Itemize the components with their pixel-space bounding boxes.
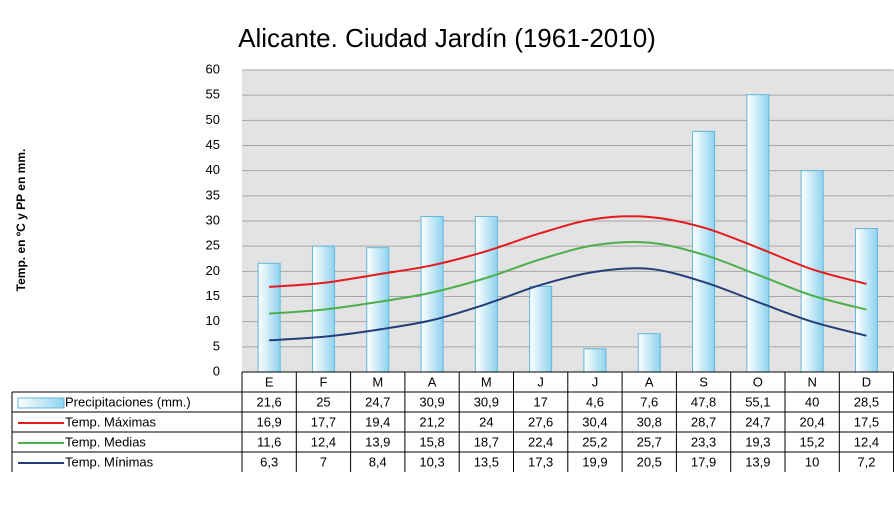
bar <box>854 228 878 373</box>
y-tick-label: 50 <box>206 112 220 127</box>
bar <box>583 348 607 373</box>
table-value: 7,2 <box>857 454 875 469</box>
table-value: 23,3 <box>691 434 716 449</box>
y-axis-label: Temp. en ºC y PP en mm. <box>14 149 28 292</box>
chart-title: Alicante. Ciudad Jardín (1961-2010) <box>238 23 656 53</box>
line-series <box>269 215 867 288</box>
table-value: 25,2 <box>582 434 607 449</box>
table-value: 17,7 <box>311 414 336 429</box>
table-value: 12,4 <box>311 434 336 449</box>
table-value: 47,8 <box>691 394 716 409</box>
table-value: 8,4 <box>369 454 387 469</box>
x-tick-label: M <box>481 374 492 389</box>
table-value: 19,9 <box>582 454 607 469</box>
x-tick-label: A <box>428 374 437 389</box>
table-value: 13,9 <box>745 454 770 469</box>
line-series <box>269 267 867 342</box>
table-value: 30,4 <box>582 414 607 429</box>
y-tick-label: 20 <box>206 263 220 278</box>
x-tick-label: N <box>807 374 816 389</box>
table-value: 17,5 <box>854 414 879 429</box>
table-value: 10 <box>805 454 819 469</box>
table-value: 11,6 <box>257 434 281 449</box>
table-value: 40 <box>805 394 819 409</box>
x-tick-label: D <box>862 374 871 389</box>
table-value: 24 <box>479 414 493 429</box>
bar <box>366 247 390 373</box>
bar <box>637 333 661 373</box>
table-value: 20,4 <box>799 414 824 429</box>
table-value: 7 <box>320 454 327 469</box>
table-value: 15,8 <box>419 434 444 449</box>
table-value: 17,9 <box>691 454 716 469</box>
legend-label: Temp. Mínimas <box>65 454 154 469</box>
table-value: 17 <box>533 394 547 409</box>
x-tick-label: J <box>592 374 599 389</box>
y-tick-label: 60 <box>206 61 220 76</box>
y-tick-label: 30 <box>206 212 220 227</box>
table-value: 7,6 <box>640 394 658 409</box>
table-value: 28,5 <box>854 394 879 409</box>
table-value: 21,2 <box>419 414 444 429</box>
x-tick-label: A <box>645 374 654 389</box>
line-series <box>269 240 867 315</box>
table-value: 28,7 <box>691 414 716 429</box>
bar <box>257 262 281 373</box>
y-tick-label: 45 <box>206 137 220 152</box>
table-value: 25 <box>316 394 330 409</box>
x-tick-label: S <box>699 374 708 389</box>
legend-label: Temp. Medias <box>65 434 146 449</box>
y-tick-label: 5 <box>213 338 220 353</box>
table-value: 20,5 <box>637 454 662 469</box>
table-value: 27,6 <box>528 414 553 429</box>
table-value: 15,2 <box>799 434 824 449</box>
y-tick-label: 35 <box>206 187 220 202</box>
table-value: 13,5 <box>474 454 499 469</box>
table-value: 22,4 <box>528 434 553 449</box>
table-value: 6,3 <box>260 454 278 469</box>
table-value: 30,9 <box>474 394 499 409</box>
y-tick-label: 10 <box>206 313 220 328</box>
x-tick-label: E <box>265 374 274 389</box>
y-tick-label: 40 <box>206 162 220 177</box>
x-tick-label: O <box>753 374 763 389</box>
table-value: 16,9 <box>256 414 281 429</box>
y-tick-label: 55 <box>206 87 220 102</box>
bar <box>474 215 498 373</box>
x-tick-label: J <box>537 374 544 389</box>
table-value: 4,6 <box>586 394 604 409</box>
legend-label: Temp. Máximas <box>65 414 157 429</box>
table-value: 17,3 <box>528 454 553 469</box>
table-value: 19,3 <box>745 434 770 449</box>
x-tick-label: M <box>372 374 383 389</box>
table-value: 13,9 <box>365 434 390 449</box>
x-tick-label: F <box>319 374 327 389</box>
bar <box>746 94 770 373</box>
table-value: 30,9 <box>419 394 444 409</box>
legend-label: Precipitaciones (mm.) <box>65 394 191 409</box>
table-value: 24,7 <box>365 394 390 409</box>
table-value: 21,6 <box>256 394 281 409</box>
table-value: 55,1 <box>745 394 770 409</box>
table-value: 30,8 <box>637 414 662 429</box>
table-value: 18,7 <box>474 434 499 449</box>
legend-key <box>17 397 65 409</box>
bar <box>529 285 553 373</box>
y-tick-label: 0 <box>213 363 220 378</box>
table-value: 19,4 <box>365 414 390 429</box>
y-tick-label: 25 <box>206 238 220 253</box>
table-value: 24,7 <box>745 414 770 429</box>
table-value: 12,4 <box>854 434 879 449</box>
table-value: 25,7 <box>637 434 662 449</box>
table-value: 10,3 <box>419 454 444 469</box>
y-tick-label: 15 <box>206 288 220 303</box>
